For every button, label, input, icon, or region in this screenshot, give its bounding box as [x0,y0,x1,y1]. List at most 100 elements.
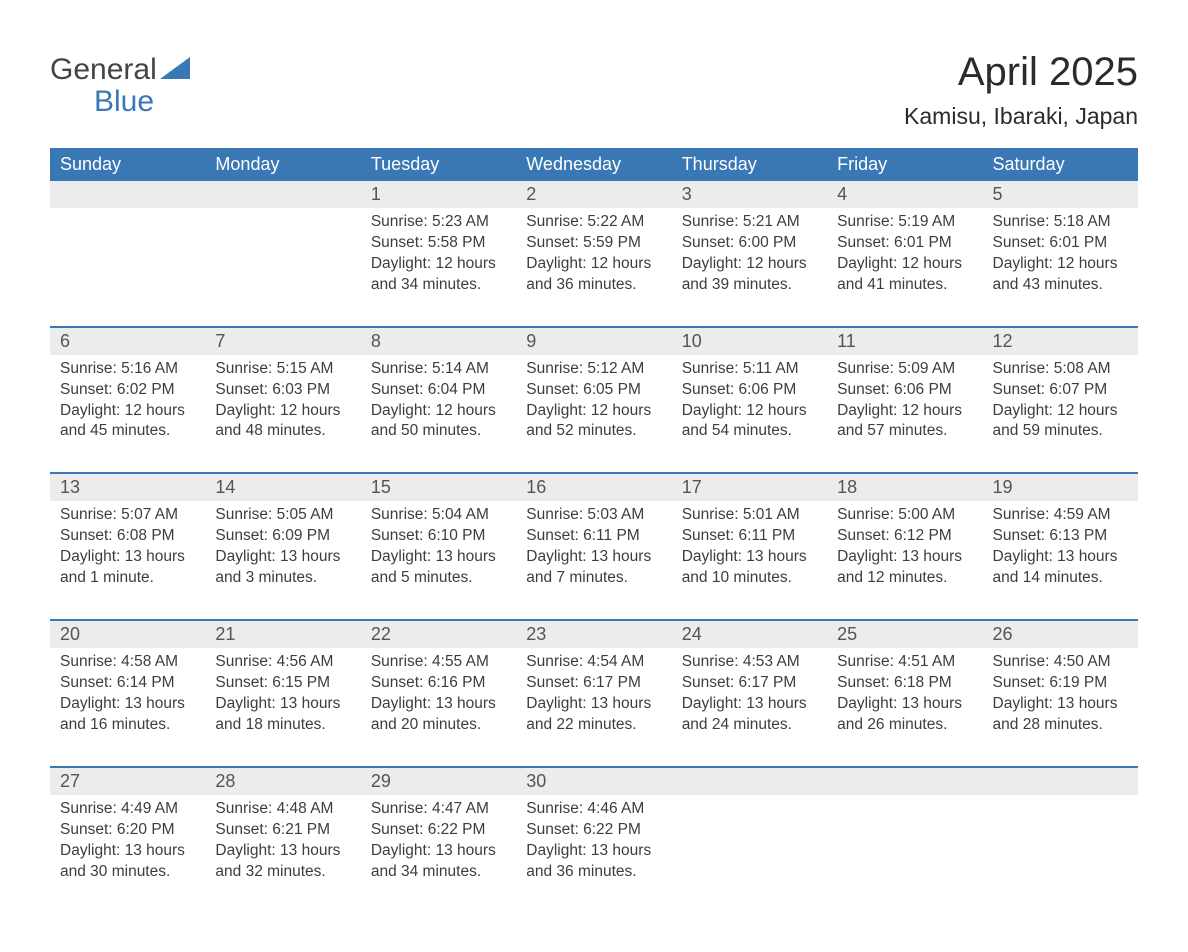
daylight-text: Daylight: 13 hours and 34 minutes. [371,841,506,883]
day-cell-empty [50,181,205,327]
week-row: 1Sunrise: 5:23 AMSunset: 5:58 PMDaylight… [50,181,1138,327]
day-body: Sunrise: 5:00 AMSunset: 6:12 PMDaylight:… [827,501,982,619]
logo-blue-text: Blue [94,86,190,118]
sunrise-text: Sunrise: 4:47 AM [371,799,506,820]
sunrise-text: Sunrise: 4:48 AM [215,799,350,820]
daylight-text: Daylight: 13 hours and 16 minutes. [60,694,195,736]
sunrise-text: Sunrise: 4:54 AM [526,652,661,673]
day-body: Sunrise: 5:07 AMSunset: 6:08 PMDaylight:… [50,501,205,619]
day-body: Sunrise: 4:48 AMSunset: 6:21 PMDaylight:… [205,795,360,913]
day-number: 5 [983,181,1138,208]
day-number: 16 [516,474,671,501]
day-number: 2 [516,181,671,208]
day-body [672,795,827,897]
daylight-text: Daylight: 13 hours and 7 minutes. [526,547,661,589]
sunrise-text: Sunrise: 4:50 AM [993,652,1128,673]
week-row: 6Sunrise: 5:16 AMSunset: 6:02 PMDaylight… [50,327,1138,474]
sunrise-text: Sunrise: 4:55 AM [371,652,506,673]
weekday-header: Saturday [983,148,1138,181]
day-number: 24 [672,621,827,648]
day-body: Sunrise: 5:22 AMSunset: 5:59 PMDaylight:… [516,208,671,326]
daylight-text: Daylight: 12 hours and 52 minutes. [526,401,661,443]
day-number: 8 [361,328,516,355]
sunrise-text: Sunrise: 5:11 AM [682,359,817,380]
daylight-text: Daylight: 12 hours and 57 minutes. [837,401,972,443]
day-body: Sunrise: 4:58 AMSunset: 6:14 PMDaylight:… [50,648,205,766]
sunset-text: Sunset: 6:11 PM [682,526,817,547]
day-number: 13 [50,474,205,501]
sunrise-text: Sunrise: 5:18 AM [993,212,1128,233]
day-cell: 2Sunrise: 5:22 AMSunset: 5:59 PMDaylight… [516,181,671,327]
day-cell: 20Sunrise: 4:58 AMSunset: 6:14 PMDayligh… [50,620,205,767]
daylight-text: Daylight: 13 hours and 26 minutes. [837,694,972,736]
daylight-text: Daylight: 13 hours and 20 minutes. [371,694,506,736]
day-number: 21 [205,621,360,648]
day-number: 29 [361,768,516,795]
day-body [827,795,982,897]
day-body: Sunrise: 4:56 AMSunset: 6:15 PMDaylight:… [205,648,360,766]
daylight-text: Daylight: 13 hours and 14 minutes. [993,547,1128,589]
logo-flag-icon [160,53,190,86]
day-number: 18 [827,474,982,501]
day-number [205,181,360,208]
day-cell: 28Sunrise: 4:48 AMSunset: 6:21 PMDayligh… [205,767,360,913]
sunrise-text: Sunrise: 4:46 AM [526,799,661,820]
day-cell: 30Sunrise: 4:46 AMSunset: 6:22 PMDayligh… [516,767,671,913]
day-number: 11 [827,328,982,355]
day-cell-empty [983,767,1138,913]
sunset-text: Sunset: 6:06 PM [682,380,817,401]
location-text: Kamisu, Ibaraki, Japan [904,103,1138,130]
daylight-text: Daylight: 13 hours and 5 minutes. [371,547,506,589]
sunset-text: Sunset: 6:02 PM [60,380,195,401]
header: General Blue April 2025 Kamisu, Ibaraki,… [50,50,1138,130]
day-cell: 29 Sunrise: 4:47 AMSunset: 6:22 PMDayligh… [361,767,516,913]
day-cell: 12Sunrise: 5:08 AMSunset: 6:07 PMDayligh… [983,327,1138,474]
day-number [50,181,205,208]
daylight-text: Daylight: 13 hours and 22 minutes. [526,694,661,736]
day-cell: 14Sunrise: 5:05 AMSunset: 6:09 PMDayligh… [205,473,360,620]
day-cell: 21Sunrise: 4:56 AMSunset: 6:15 PMDayligh… [205,620,360,767]
sunrise-text: Sunrise: 5:21 AM [682,212,817,233]
day-number: 6 [50,328,205,355]
day-number: 15 [361,474,516,501]
sunrise-text: Sunrise: 5:09 AM [837,359,972,380]
sunset-text: Sunset: 6:09 PM [215,526,350,547]
day-body: Sunrise: 5:15 AMSunset: 6:03 PMDaylight:… [205,355,360,473]
day-cell: 23Sunrise: 4:54 AMSunset: 6:17 PMDayligh… [516,620,671,767]
day-number: 4 [827,181,982,208]
page-title: April 2025 [904,50,1138,95]
day-cell: 9Sunrise: 5:12 AMSunset: 6:05 PMDaylight… [516,327,671,474]
day-cell: 11 Sunrise: 5:09 AMSunset: 6:06 PMDayligh… [827,327,982,474]
day-cell: 1Sunrise: 5:23 AMSunset: 5:58 PMDaylight… [361,181,516,327]
day-number: 19 [983,474,1138,501]
sunset-text: Sunset: 6:16 PM [371,673,506,694]
sunset-text: Sunset: 6:01 PM [993,233,1128,254]
sunrise-text: Sunrise: 5:07 AM [60,505,195,526]
day-number: 17 [672,474,827,501]
day-body: Sunrise: 5:04 AMSunset: 6:10 PMDaylight:… [361,501,516,619]
sunrise-text: Sunrise: 5:04 AM [371,505,506,526]
day-body [205,208,360,310]
weekday-header: Thursday [672,148,827,181]
sunset-text: Sunset: 6:22 PM [371,820,506,841]
week-row: 27Sunrise: 4:49 AMSunset: 6:20 PMDayligh… [50,767,1138,913]
day-body: Sunrise: 5:21 AMSunset: 6:00 PMDaylight:… [672,208,827,326]
day-body: Sunrise: 4:53 AMSunset: 6:17 PMDaylight:… [672,648,827,766]
day-body: Sunrise: 5:19 AMSunset: 6:01 PMDaylight:… [827,208,982,326]
daylight-text: Daylight: 12 hours and 59 minutes. [993,401,1128,443]
day-number: 20 [50,621,205,648]
weekday-header: Sunday [50,148,205,181]
day-body: Sunrise: 4:49 AMSunset: 6:20 PMDaylight:… [50,795,205,913]
sunset-text: Sunset: 6:06 PM [837,380,972,401]
sunset-text: Sunset: 6:00 PM [682,233,817,254]
day-body: Sunrise: 5:11 AMSunset: 6:06 PMDaylight:… [672,355,827,473]
daylight-text: Daylight: 13 hours and 1 minute. [60,547,195,589]
day-cell: 10Sunrise: 5:11 AMSunset: 6:06 PMDayligh… [672,327,827,474]
week-row: 20Sunrise: 4:58 AMSunset: 6:14 PMDayligh… [50,620,1138,767]
day-number: 28 [205,768,360,795]
logo-general-text: General [50,53,157,86]
daylight-text: Daylight: 13 hours and 18 minutes. [215,694,350,736]
day-body: Sunrise: 4:51 AMSunset: 6:18 PMDaylight:… [827,648,982,766]
day-number: 9 [516,328,671,355]
day-number [672,768,827,795]
